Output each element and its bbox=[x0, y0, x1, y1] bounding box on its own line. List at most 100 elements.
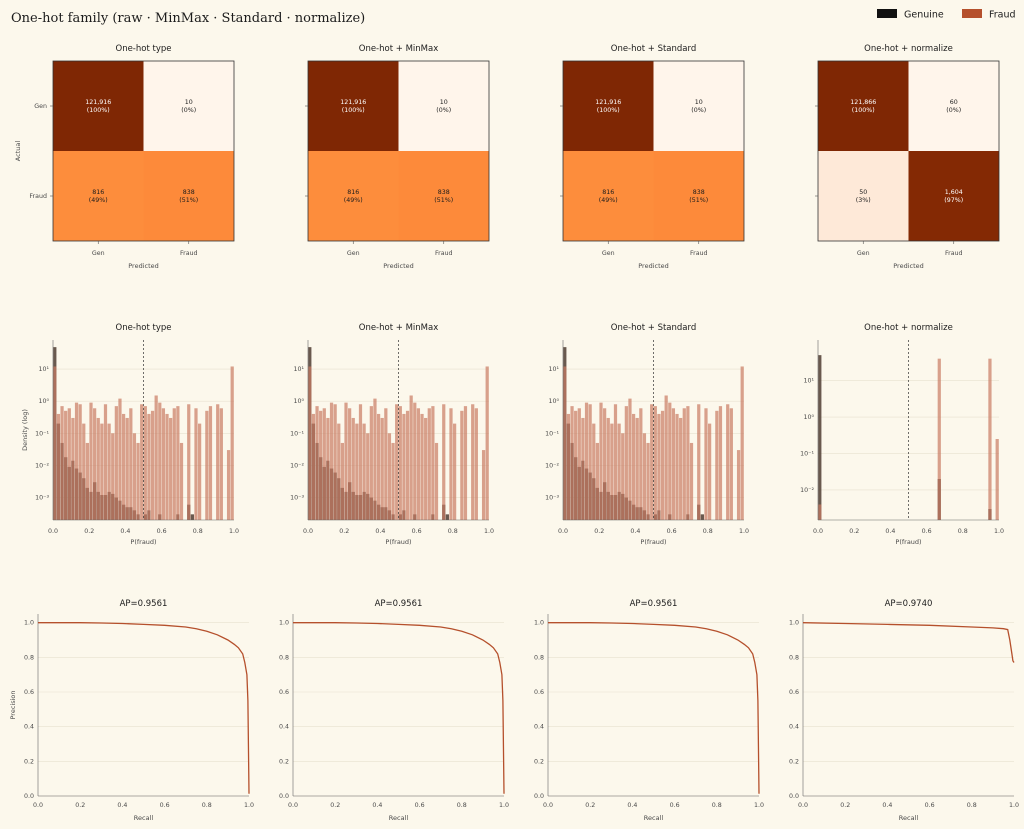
fraud-bar bbox=[646, 442, 650, 520]
y-tick-label: 10⁻¹ bbox=[545, 430, 559, 437]
y-tick-label: 10⁻³ bbox=[545, 495, 559, 502]
y-tick-label: 0.8 bbox=[279, 654, 289, 661]
x-tick-label: 0.8 bbox=[193, 528, 203, 535]
fraud-bar bbox=[376, 413, 381, 520]
x-tick-label: 0.4 bbox=[630, 528, 640, 535]
fraud-bar bbox=[413, 402, 417, 520]
fraud-bar bbox=[169, 417, 173, 520]
hist-title: One-hot type bbox=[116, 323, 172, 333]
y-tick-label: 0.4 bbox=[789, 724, 799, 731]
cm-cell-pct: (100%) bbox=[597, 107, 620, 114]
fraud-bar bbox=[460, 410, 464, 520]
fraud-bar bbox=[671, 408, 676, 520]
fraud-bar bbox=[485, 366, 489, 520]
fraud-bar bbox=[628, 398, 632, 520]
x-axis-label: Predicted bbox=[893, 262, 924, 270]
fraud-bar bbox=[650, 404, 654, 520]
y-tick-label: 0.2 bbox=[534, 758, 544, 765]
pr-panel-2: AP=0.9561 0.0 0.2 0.4 0.6 0.8 1.0 0.0 0.2 0.4 0.6 0… bbox=[279, 599, 509, 822]
fraud-bar bbox=[333, 404, 337, 520]
x-tick-label: 0.8 bbox=[448, 528, 458, 535]
y-tick-label: 0.4 bbox=[534, 724, 544, 731]
x-tick-label: 0.0 bbox=[813, 528, 823, 535]
x-tick-label: 0.4 bbox=[375, 528, 385, 535]
cm-cell-count: 816 bbox=[347, 189, 359, 196]
fraud-bar bbox=[348, 408, 352, 520]
cm-cell-pct: (0%) bbox=[946, 107, 961, 114]
fraud-bar bbox=[434, 442, 439, 520]
fraud-bar bbox=[216, 404, 220, 520]
x-tick-label: Fraud bbox=[180, 250, 198, 257]
cm-cell-pct: (51%) bbox=[689, 197, 708, 204]
fraud-bar bbox=[682, 408, 686, 520]
pr-curve bbox=[802, 622, 1015, 663]
cm-cell bbox=[653, 61, 744, 151]
fraud-bar bbox=[74, 402, 79, 520]
pr-panel-3: AP=0.9561 0.0 0.2 0.4 0.6 0.8 1.0 0.0 0.2 0.4 0.6 0… bbox=[534, 599, 764, 822]
genuine-bar bbox=[190, 514, 194, 520]
fraud-bar bbox=[154, 395, 158, 520]
x-tick-label: 0.2 bbox=[339, 528, 349, 535]
pr-panel-1: AP=0.9561 0.0 0.2 0.4 0.6 0.8 1.0 0.0 0.2 0.4 0.6 0… bbox=[9, 599, 254, 822]
fraud-bar bbox=[78, 404, 82, 520]
y-tick-label: 0.8 bbox=[24, 654, 34, 661]
fraud-bar bbox=[610, 423, 614, 520]
cm-cell-count: 60 bbox=[950, 99, 958, 106]
cm-title: One-hot + Standard bbox=[611, 44, 697, 54]
cm-cell-pct: (49%) bbox=[599, 197, 618, 204]
cm-cell-count: 121,916 bbox=[85, 99, 111, 106]
fraud-bar bbox=[165, 413, 169, 520]
y-tick-label: 10⁻² bbox=[545, 462, 559, 469]
fraud-bar bbox=[56, 413, 61, 520]
hist-panel-2: One-hot + MinMax 10⁻³ 10⁻² 10⁻¹ 10⁰ 10¹ 0.0 0.2… bbox=[290, 323, 494, 546]
x-tick-label: 0.0 bbox=[543, 802, 553, 809]
x-tick-label: 0.2 bbox=[330, 802, 340, 809]
x-tick-label: 0.4 bbox=[882, 802, 892, 809]
x-axis-label: Predicted bbox=[383, 262, 414, 270]
fraud-bar bbox=[219, 408, 223, 520]
y-tick-label: 0.4 bbox=[279, 724, 289, 731]
y-tick-label: 0.6 bbox=[789, 689, 799, 696]
fraud-bar bbox=[103, 404, 108, 520]
pr-title: AP=0.9561 bbox=[375, 599, 423, 609]
x-tick-label: 0.2 bbox=[585, 802, 595, 809]
pr-title: AP=0.9561 bbox=[630, 599, 678, 609]
fraud-bar bbox=[631, 413, 636, 520]
cm-cell-count: 816 bbox=[602, 189, 614, 196]
fraud-bar bbox=[395, 404, 399, 520]
fraud-bar bbox=[398, 406, 402, 520]
fraud-bar bbox=[100, 423, 104, 520]
fraud-bar bbox=[60, 406, 64, 520]
x-tick-label: 0.6 bbox=[157, 528, 167, 535]
fraud-bar bbox=[668, 402, 672, 520]
hist-panel-4: One-hot + normalize 10⁻² 10⁻¹ 10⁰ 10¹ 0.0 0.2 0… bbox=[800, 323, 1004, 546]
x-tick-label: 0.4 bbox=[627, 802, 637, 809]
cm-cell bbox=[908, 61, 999, 151]
y-tick-label: 0.2 bbox=[789, 758, 799, 765]
x-tick-label: 0.2 bbox=[840, 802, 850, 809]
fraud-bar bbox=[718, 406, 723, 520]
cm-panel-1: One-hot type 121,916(100%) 10(0%) 816(49%) 8… bbox=[14, 44, 235, 270]
fraud-bar bbox=[230, 366, 234, 520]
fraud-bar bbox=[391, 442, 395, 520]
x-tick-label: 0.0 bbox=[558, 528, 568, 535]
fraud-bar bbox=[366, 433, 370, 520]
fraud-bar bbox=[471, 404, 475, 520]
fraud-bar bbox=[574, 410, 578, 520]
cm-cell-pct: (3%) bbox=[856, 197, 871, 204]
x-tick-label: 0.4 bbox=[117, 802, 127, 809]
fraud-bar bbox=[463, 406, 468, 520]
fraud-bar bbox=[420, 413, 424, 520]
cm-cell-count: 121,916 bbox=[340, 99, 366, 106]
x-tick-label: 0.8 bbox=[703, 528, 713, 535]
legend: Genuine Fraud bbox=[877, 9, 1016, 21]
fraud-bar bbox=[129, 408, 133, 520]
hist-panel-3: One-hot + Standard 10⁻³ 10⁻² 10⁻¹ 10⁰ 10¹ 0.0 0… bbox=[545, 323, 749, 546]
cm-cell-count: 50 bbox=[859, 189, 867, 196]
legend-fraud-label: Fraud bbox=[989, 10, 1016, 21]
x-tick-label: Fraud bbox=[690, 250, 708, 257]
x-tick-label: 0.0 bbox=[33, 802, 43, 809]
x-tick-label: 1.0 bbox=[484, 528, 494, 535]
fraud-bar bbox=[315, 406, 319, 520]
